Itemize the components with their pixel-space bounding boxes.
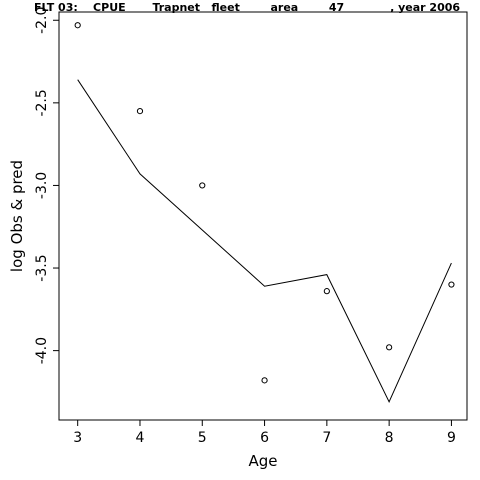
y-tick-label: -3.5 (34, 254, 50, 281)
series-layer (74, 22, 455, 403)
observed-point (323, 288, 330, 295)
observed-point (136, 108, 144, 115)
observed-point (74, 22, 81, 29)
observed-point (448, 281, 455, 288)
y-axis-label: log Obs & pred (8, 160, 26, 272)
x-axis-label: Age (248, 452, 277, 470)
x-tick-label: 3 (73, 430, 82, 446)
x-axis: 3 4 5 6 7 8 9 (73, 419, 456, 446)
y-tick-label: -2.5 (34, 89, 50, 116)
predicted-line (77, 79, 452, 403)
x-tick-label: 5 (198, 430, 207, 446)
y-tick-label: -2.0 (34, 7, 50, 34)
observed-point (199, 182, 206, 189)
x-tick-label: 8 (385, 430, 394, 446)
observed-point (261, 377, 268, 384)
observed-point (386, 344, 393, 351)
y-tick-label: -3.0 (34, 172, 50, 199)
x-tick-label: 7 (322, 430, 331, 446)
x-tick-label: 9 (447, 430, 456, 446)
x-tick-label: 6 (260, 430, 269, 446)
x-tick-label: 4 (136, 430, 145, 446)
y-axis: -4.0 -3.5 -3.0 -2.5 -2.0 (34, 7, 60, 364)
chart-title: FLT 03: CPUE Trapnet fleet area 47 , yea… (34, 1, 460, 14)
y-tick-label: -4.0 (34, 337, 50, 364)
